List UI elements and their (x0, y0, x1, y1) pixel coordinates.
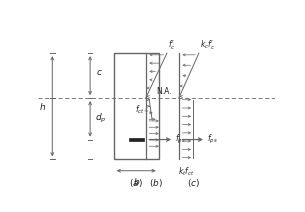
Text: $d_p$: $d_p$ (95, 112, 106, 125)
Text: $h$: $h$ (39, 101, 46, 112)
Text: $c$: $c$ (96, 68, 103, 77)
Text: $(a)$: $(a)$ (129, 177, 143, 189)
Bar (114, 53, 159, 159)
Text: $f_{ct}$: $f_{ct}$ (135, 103, 145, 116)
Text: $(c)$: $(c)$ (187, 177, 200, 189)
Text: N.A.: N.A. (156, 87, 172, 96)
Bar (128, 138, 144, 141)
Text: $f_c'$: $f_c'$ (168, 38, 176, 52)
Text: $b$: $b$ (133, 176, 140, 187)
Text: $k_c f_c'$: $k_c f_c'$ (200, 38, 215, 52)
Text: $(b)$: $(b)$ (149, 177, 163, 189)
Text: $f_{ps}$: $f_{ps}$ (207, 133, 218, 146)
Text: $k_t f_{ct}$: $k_t f_{ct}$ (178, 166, 194, 178)
Text: $f_{ps}$: $f_{ps}$ (175, 133, 186, 146)
